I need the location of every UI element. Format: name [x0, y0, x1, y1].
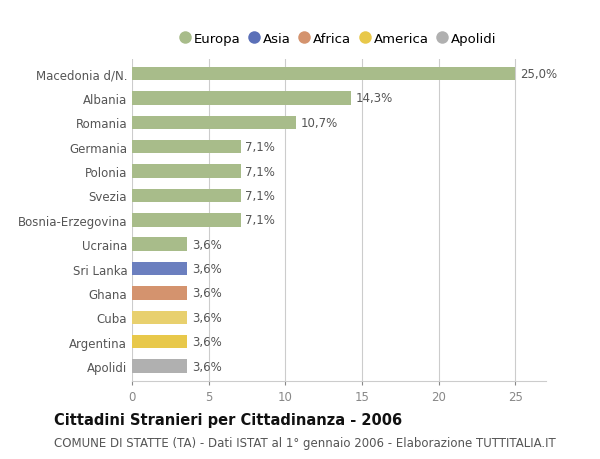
Bar: [132, 189, 241, 203]
Bar: [132, 311, 187, 325]
Text: 10,7%: 10,7%: [301, 117, 338, 129]
Text: 3,6%: 3,6%: [192, 238, 221, 251]
Bar: [132, 287, 187, 300]
Text: 7,1%: 7,1%: [245, 214, 275, 227]
Text: 3,6%: 3,6%: [192, 336, 221, 348]
Text: 7,1%: 7,1%: [245, 190, 275, 202]
Bar: [132, 336, 187, 349]
Text: 7,1%: 7,1%: [245, 165, 275, 178]
Text: 14,3%: 14,3%: [356, 92, 393, 105]
Bar: [132, 116, 296, 129]
Text: 3,6%: 3,6%: [192, 311, 221, 324]
Text: 3,6%: 3,6%: [192, 263, 221, 275]
Text: Cittadini Stranieri per Cittadinanza - 2006: Cittadini Stranieri per Cittadinanza - 2…: [54, 413, 402, 428]
Bar: [132, 213, 241, 227]
Bar: [132, 238, 187, 252]
Text: 7,1%: 7,1%: [245, 141, 275, 154]
Bar: [132, 92, 351, 105]
Bar: [132, 165, 241, 179]
Text: COMUNE DI STATTE (TA) - Dati ISTAT al 1° gennaio 2006 - Elaborazione TUTTITALIA.: COMUNE DI STATTE (TA) - Dati ISTAT al 1°…: [54, 436, 556, 449]
Text: 3,6%: 3,6%: [192, 360, 221, 373]
Legend: Europa, Asia, Africa, America, Apolidi: Europa, Asia, Africa, America, Apolidi: [176, 28, 502, 51]
Bar: [132, 140, 241, 154]
Text: 25,0%: 25,0%: [520, 68, 557, 81]
Bar: [132, 67, 515, 81]
Bar: [132, 262, 187, 276]
Text: 3,6%: 3,6%: [192, 287, 221, 300]
Bar: [132, 360, 187, 373]
